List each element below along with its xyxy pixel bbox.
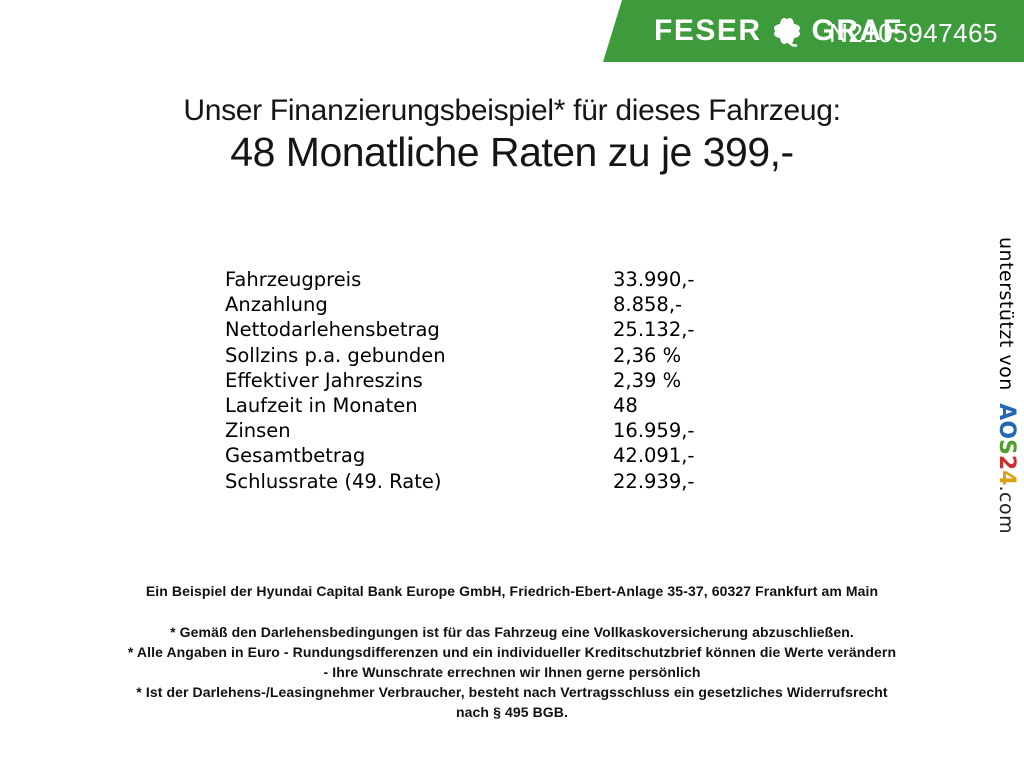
row-value: 2,36 % bbox=[613, 343, 682, 367]
table-row: Laufzeit in Monaten 48 bbox=[225, 394, 825, 419]
legal-note-line: nach § 495 BGB. bbox=[456, 704, 568, 720]
row-value: 2,39 % bbox=[613, 368, 682, 392]
row-value: 48 bbox=[613, 393, 638, 417]
aos24-logo-letter: 4 bbox=[994, 470, 1019, 486]
headline-rate-line: 48 Monatliche Raten zu je 399,- bbox=[230, 129, 794, 175]
supported-by-text: unterstützt von bbox=[995, 237, 1017, 398]
aos24-logo-letter: A bbox=[994, 403, 1019, 421]
table-row: Gesamtbetrag 42.091,- bbox=[225, 444, 825, 469]
row-value: 33.990,- bbox=[613, 268, 695, 291]
table-row: Fahrzeugpreis 33.990,- bbox=[225, 268, 825, 293]
table-row: Anzahlung 8.858,- bbox=[225, 293, 825, 318]
row-value: 42.091,- bbox=[613, 444, 695, 468]
headline: Unser Finanzierungsbeispiel* für dieses … bbox=[0, 94, 1024, 174]
legal-note-line: * Gemäß den Darlehensbedingungen ist für… bbox=[170, 624, 854, 640]
legal-note-line: - Ihre Wunschrate errechnen wir Ihnen ge… bbox=[323, 664, 701, 680]
legal-note-line: * Alle Angaben in Euro - Rundungsdiffere… bbox=[127, 644, 897, 660]
aos24-logo-letter: S bbox=[994, 439, 1019, 455]
row-label: Laufzeit in Monaten bbox=[225, 393, 418, 417]
finance-table: Fahrzeugpreis 33.990,- Anzahlung 8.858,-… bbox=[225, 268, 825, 495]
bank-disclosure-line: Ein Beispiel der Hyundai Capital Bank Eu… bbox=[145, 583, 879, 599]
row-label: Fahrzeugpreis bbox=[225, 268, 362, 291]
table-row: Zinsen 16.959,- bbox=[225, 419, 825, 444]
row-label: Anzahlung bbox=[225, 293, 328, 317]
four-leaf-clover-icon bbox=[773, 18, 800, 47]
row-label: Schlussrate (49. Rate) bbox=[225, 469, 442, 493]
row-value: 25.132,- bbox=[613, 318, 695, 342]
feser-graf-logo: FESER GRAF bbox=[654, 13, 903, 49]
headline-line1: Unser Finanzierungsbeispiel* für dieses … bbox=[183, 94, 841, 127]
legal-notes: * Gemäß den Darlehensbedingungen ist für… bbox=[0, 622, 1024, 722]
aos24-logo-letter: 2 bbox=[994, 454, 1019, 471]
row-label: Gesamtbetrag bbox=[225, 444, 366, 468]
row-label: Zinsen bbox=[225, 419, 291, 443]
logo-word-graf: GRAF bbox=[811, 14, 903, 47]
vehicle-id-number: N2105947465 bbox=[829, 18, 998, 48]
supported-by-strip: unterstützt von AOS24.com bbox=[994, 237, 1019, 534]
legal-note-line: * Ist der Darlehens-/Leasingnehmer Verbr… bbox=[136, 684, 888, 700]
row-value: 22.939,- bbox=[613, 469, 695, 493]
logo-word-feser: FESER bbox=[654, 14, 762, 47]
aos24-domain-suffix: .com bbox=[995, 485, 1017, 535]
table-row: Effektiver Jahreszins 2,39 % bbox=[225, 369, 825, 394]
row-label: Sollzins p.a. gebunden bbox=[225, 343, 446, 367]
table-row: Nettodarlehensbetrag 25.132,- bbox=[225, 318, 825, 343]
header-banner: FESER GRAF N2105947465 bbox=[603, 0, 1024, 62]
row-label: Nettodarlehensbetrag bbox=[225, 318, 440, 342]
row-value: 8.858,- bbox=[613, 293, 683, 317]
row-label: Effektiver Jahreszins bbox=[225, 368, 423, 392]
table-row: Sollzins p.a. gebunden 2,36 % bbox=[225, 344, 825, 369]
table-row: Schlussrate (49. Rate) 22.939,- bbox=[225, 470, 825, 495]
row-value: 16.959,- bbox=[613, 419, 695, 443]
aos24-logo-letter: O bbox=[994, 420, 1019, 440]
